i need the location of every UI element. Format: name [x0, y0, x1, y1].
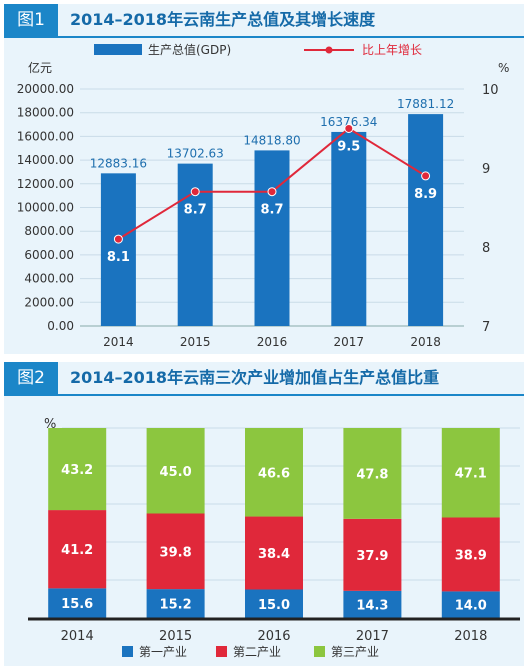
y-right-tick: 10 — [482, 83, 499, 98]
gdp-bar — [408, 114, 444, 326]
stacked-segment-3 — [245, 428, 303, 517]
stacked-segment-2 — [146, 513, 205, 590]
growth-data-label: 9.5 — [337, 140, 360, 155]
y-right-tick: 9 — [482, 162, 490, 177]
gdp-bar — [254, 150, 290, 326]
stacked-segment-1 — [245, 589, 303, 618]
stacked-segment-3 — [441, 428, 500, 518]
x-tick-label: 2014 — [61, 629, 94, 644]
segment-data-label: 14.3 — [356, 598, 388, 613]
segment-data-label: 15.6 — [61, 597, 93, 612]
gdp-bar — [331, 131, 367, 326]
x-tick-label: 2018 — [454, 629, 487, 644]
chart2-title-bar: 图2 2014–2018年云南三次产业增加值占生产总值比重 — [4, 362, 524, 396]
stacked-segment-3 — [343, 428, 402, 519]
segment-data-label: 15.0 — [258, 598, 290, 613]
stacked-segment-1 — [343, 590, 402, 618]
growth-point — [267, 187, 277, 197]
gdp-data-label: 14818.80 — [243, 133, 300, 147]
chart1-figure-tag: 图1 — [4, 4, 58, 36]
y-right-tick: 8 — [482, 241, 490, 256]
legend-swatch — [314, 646, 325, 657]
gdp-data-label: 16376.34 — [320, 115, 377, 129]
industry-share-chart: %15.641.243.2201415.239.845.0201515.038.… — [28, 417, 520, 659]
legend-growth-marker — [325, 46, 333, 54]
industry-share-chart-panel: 图2 2014–2018年云南三次产业增加值占生产总值比重 % 15.6 41.2 4… — [4, 362, 524, 666]
growth-point — [421, 171, 431, 181]
growth-data-label: 8.7 — [260, 203, 283, 218]
segment-data-label: 37.9 — [356, 549, 388, 564]
x-tick-label: 2017 — [356, 629, 389, 644]
x-tick-label: 2017 — [334, 335, 365, 349]
gdp-bar — [100, 173, 136, 326]
y-right-tick: 7 — [482, 320, 490, 335]
segment-data-label: 47.8 — [356, 467, 388, 482]
segment-data-label: 47.1 — [455, 467, 487, 482]
legend-label: 第一产业 — [139, 645, 187, 659]
y-left-tick: 18000.00 — [17, 106, 74, 120]
legend-swatch — [122, 646, 133, 657]
y-left-tick: 6000.00 — [24, 248, 74, 262]
y-left-tick: 12000.00 — [17, 177, 74, 191]
stacked-segment-1 — [48, 588, 107, 618]
segment-data-label: 45.0 — [160, 465, 192, 480]
legend-label: 第三产业 — [331, 645, 379, 659]
growth-data-label: 8.9 — [414, 187, 437, 202]
stacked-segment-3 — [146, 428, 205, 514]
legend-gdp-label: 生产总值(GDP) — [148, 42, 231, 57]
x-tick-label: 2015 — [180, 335, 211, 349]
chart1-title-bar: 图1 2014–2018年云南生产总值及其增长速度 — [4, 4, 524, 38]
x-tick-label: 2016 — [257, 629, 290, 644]
growth-data-label: 8.1 — [107, 250, 130, 265]
chart2-figure-tag: 图2 — [4, 362, 58, 394]
legend-growth-label: 比上年增长 — [362, 43, 422, 57]
y-left-tick: 4000.00 — [24, 272, 74, 286]
y-left-tick: 16000.00 — [17, 129, 74, 143]
growth-point — [344, 124, 354, 133]
y-left-tick: 0.00 — [47, 319, 74, 333]
segment-data-label: 39.8 — [160, 545, 192, 560]
segment-data-label: 41.2 — [61, 543, 93, 558]
segment-data-label: 38.9 — [455, 548, 487, 563]
chart1-title: 2014–2018年云南生产总值及其增长速度 — [70, 10, 376, 29]
gdp-data-label: 13702.63 — [167, 147, 224, 161]
segment-data-label: 43.2 — [61, 463, 93, 478]
segment-data-label: 46.6 — [258, 466, 290, 481]
y-right-unit: % — [498, 61, 509, 75]
stacked-segment-2 — [343, 518, 402, 591]
y-left-tick: 8000.00 — [24, 224, 74, 238]
x-tick-label: 2018 — [410, 335, 441, 349]
segment-data-label: 14.0 — [455, 599, 487, 614]
gdp-data-label: 12883.16 — [90, 156, 147, 170]
growth-data-label: 8.7 — [184, 203, 207, 218]
stacked-segment-2 — [245, 516, 303, 590]
stacked-segment-3 — [48, 428, 107, 511]
growth-point — [113, 234, 123, 244]
y-left-tick: 14000.00 — [17, 153, 74, 167]
legend-gdp-swatch — [94, 44, 142, 55]
stacked-segment-1 — [146, 589, 205, 618]
gdp-chart-panel: 图1 2014–2018年云南生产总值及其增长速度 生产总值(GDP) 比上年增长… — [4, 4, 524, 354]
stacked-segment-2 — [441, 517, 500, 592]
chart2-title: 2014–2018年云南三次产业增加值占生产总值比重 — [70, 368, 440, 387]
y-left-tick: 20000.00 — [17, 82, 74, 96]
segment-data-label: 38.4 — [258, 547, 290, 562]
x-tick-label: 2014 — [103, 335, 134, 349]
stacked-segment-1 — [441, 591, 500, 618]
growth-point — [190, 187, 200, 197]
y-left-unit: 亿元 — [28, 60, 52, 75]
stacked-segment-2 — [48, 510, 107, 589]
legend-label: 第二产业 — [233, 645, 281, 659]
segment-data-label: 15.2 — [160, 598, 192, 613]
gdp-data-label: 17881.12 — [397, 97, 454, 111]
x-tick-label: 2015 — [159, 629, 192, 644]
legend-swatch — [216, 646, 227, 657]
y-left-tick: 10000.00 — [17, 201, 74, 215]
x-tick-label: 2016 — [257, 335, 288, 349]
y-left-tick: 2000.00 — [24, 295, 74, 309]
